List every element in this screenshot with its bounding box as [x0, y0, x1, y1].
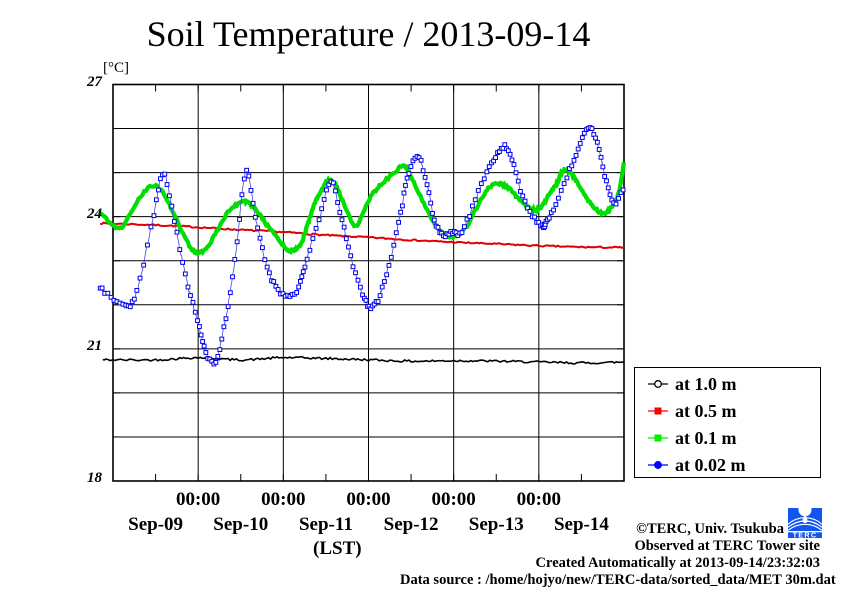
svg-text:TERC: TERC	[793, 530, 818, 539]
